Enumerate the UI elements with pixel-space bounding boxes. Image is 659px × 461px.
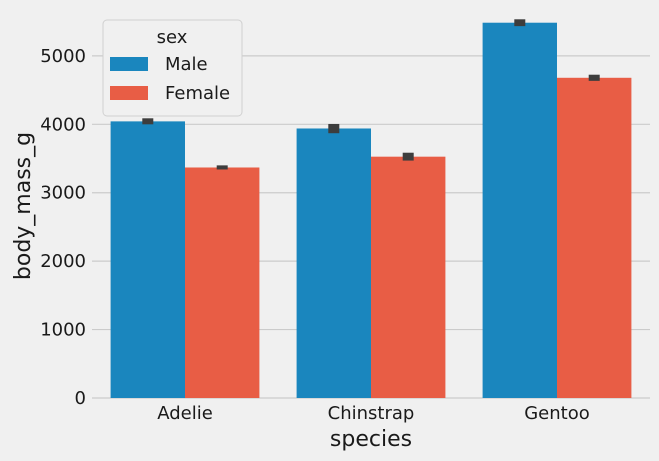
legend-swatch-male <box>110 57 148 71</box>
legend-label-male: Male <box>165 54 208 75</box>
y-tick-label: 3000 <box>40 183 86 204</box>
bars <box>110 22 632 399</box>
y-tick-label: 4000 <box>40 114 86 135</box>
bar-female-adelie <box>185 167 260 398</box>
legend-label-female: Female <box>165 83 230 104</box>
x-tick-label: Chinstrap <box>328 403 415 424</box>
bar-female-gentoo <box>557 77 632 398</box>
legend-swatch-female <box>110 86 148 100</box>
bar-male-gentoo <box>482 22 557 399</box>
error-bars <box>142 19 600 170</box>
y-tick-label: 5000 <box>40 46 86 67</box>
y-tick-label: 0 <box>75 388 86 409</box>
bar-male-chinstrap <box>296 128 371 398</box>
y-tick-label: 2000 <box>40 251 86 272</box>
y-tick-label: 1000 <box>40 320 86 341</box>
legend: sex Male Female <box>102 19 243 117</box>
x-tick-label: Adelie <box>157 403 213 424</box>
y-tick-labels: 0 1000 2000 3000 4000 5000 <box>40 46 86 409</box>
x-axis-label: species <box>330 427 412 452</box>
y-axis-label: body_mass_g <box>11 132 36 280</box>
legend-title: sex <box>157 27 188 48</box>
x-tick-label: Gentoo <box>524 403 590 424</box>
bar-female-chinstrap <box>371 156 446 398</box>
bar-male-adelie <box>110 121 185 398</box>
x-tick-labels: Adelie Chinstrap Gentoo <box>157 403 590 424</box>
